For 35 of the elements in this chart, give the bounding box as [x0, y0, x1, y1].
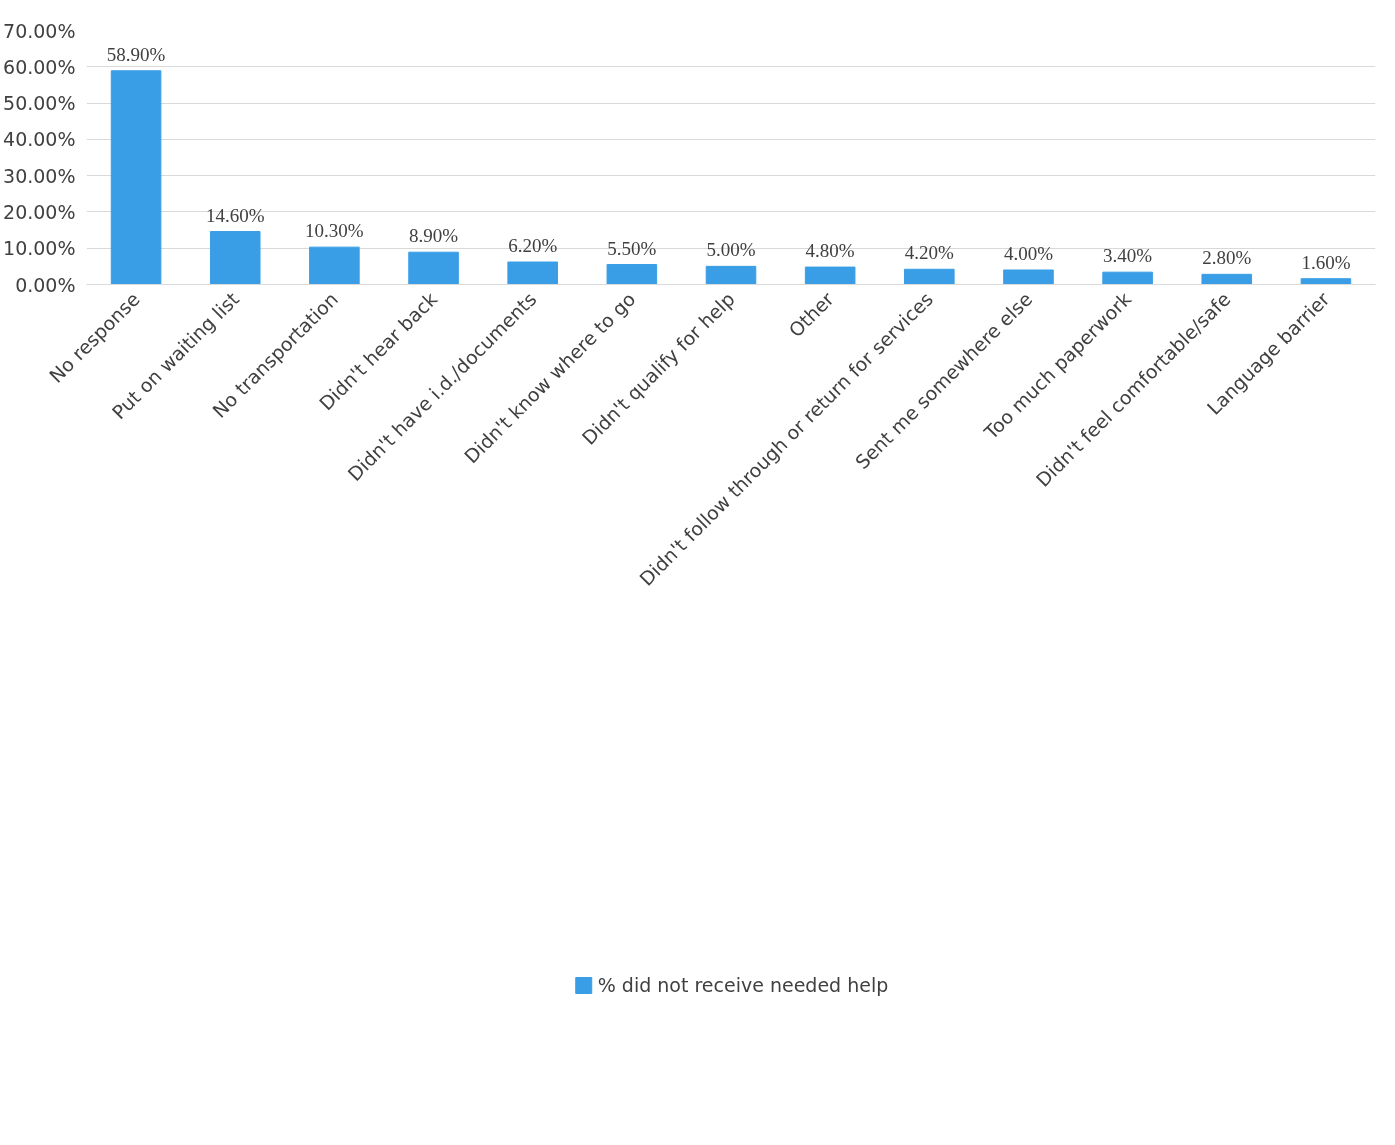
text: 4.80%	[805, 240, 855, 262]
bar	[110, 70, 162, 285]
bar	[904, 268, 955, 285]
text: 5.00%	[706, 239, 756, 261]
text: 58.90%	[106, 43, 166, 65]
bar	[209, 231, 261, 285]
text: 4.20%	[904, 242, 954, 264]
y-tick-label: 50.00%	[3, 92, 76, 115]
y-tick-label: 40.00%	[3, 128, 76, 151]
text: 1.60%	[1301, 251, 1351, 273]
bar	[1201, 273, 1253, 285]
text: 5.50%	[607, 237, 657, 259]
bar	[1300, 278, 1352, 285]
y-tick-label: 60.00%	[3, 55, 76, 78]
bar	[606, 264, 658, 285]
y-tick-label: 0.00%	[15, 273, 76, 296]
bar	[1102, 271, 1153, 285]
y-tick-label: 70.00%	[3, 19, 76, 42]
y-tick-label: 20.00%	[3, 200, 76, 223]
text: 3.40%	[1103, 245, 1153, 267]
text: 2.80%	[1202, 247, 1252, 269]
text: 6.20%	[508, 235, 558, 256]
text: 10.30%	[305, 220, 364, 242]
text: 8.90%	[409, 225, 459, 247]
y-tick-label: 30.00%	[3, 164, 76, 187]
bar	[705, 265, 757, 285]
text: 4.00%	[1003, 242, 1053, 264]
bar	[507, 261, 558, 285]
y-tick-label: 10.00%	[3, 237, 76, 260]
bar	[1003, 269, 1054, 285]
bar	[309, 246, 360, 285]
bar	[804, 266, 856, 285]
bar	[408, 251, 459, 285]
legend-label: % did not receive needed help	[597, 973, 889, 996]
text: 14.60%	[205, 204, 265, 226]
